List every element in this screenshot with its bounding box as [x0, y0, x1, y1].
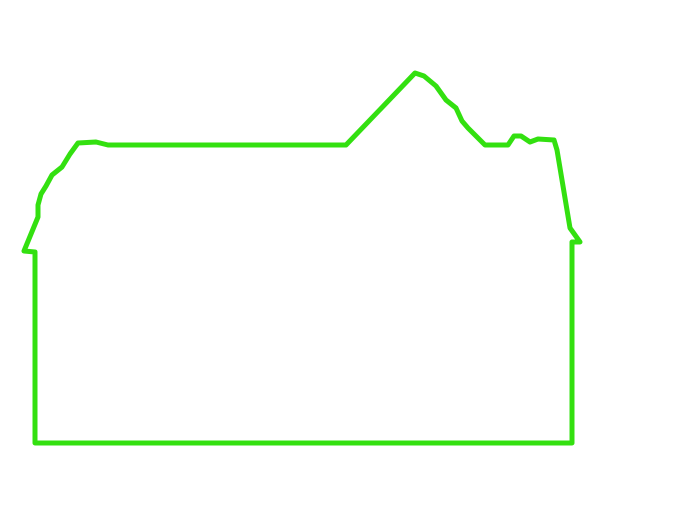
house-outline-stroke — [21, 70, 583, 446]
